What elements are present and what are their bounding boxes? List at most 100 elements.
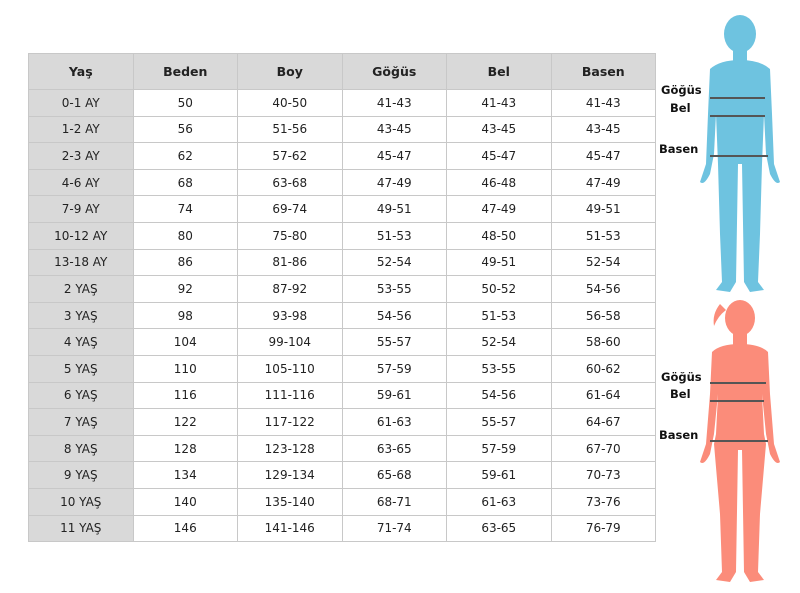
- table-cell: 52-54: [550, 248, 656, 277]
- table-row: 10-12 AY 80 75-80 51-53 48-50 51-53: [28, 221, 656, 250]
- table-cell: 63-68: [237, 168, 343, 197]
- table-cell: 122: [132, 408, 238, 436]
- table-cell: 43-45: [446, 115, 552, 144]
- table-cell: 81-86: [237, 248, 343, 277]
- table-cell: 49-51: [550, 195, 656, 223]
- table-row: 0-1 AY 50 40-50 41-43 41-43 41-43: [28, 89, 656, 117]
- table-cell: 41-43: [550, 89, 656, 117]
- table-cell: 76-79: [550, 514, 656, 543]
- age-cell: 4-6 AY: [28, 168, 134, 197]
- age-cell: 3 YAŞ: [28, 301, 134, 330]
- boy-body-figure: [700, 15, 780, 292]
- table-row: 4 YAŞ 104 99-104 55-57 52-54 58-60: [28, 328, 656, 356]
- column-header: Basen: [550, 53, 656, 90]
- table-cell: 60-62: [550, 354, 656, 383]
- table-cell: 57-59: [446, 434, 552, 463]
- table-cell: 52-54: [341, 248, 447, 277]
- table-row: 9 YAŞ 134 129-134 65-68 59-61 70-73: [28, 461, 656, 489]
- table-row: 13-18 AY 86 81-86 52-54 49-51 52-54: [28, 248, 656, 277]
- age-cell: 10 YAŞ: [28, 487, 134, 516]
- table-cell: 54-56: [446, 381, 552, 410]
- column-header: Bel: [446, 53, 552, 90]
- table-cell: 43-45: [550, 115, 656, 144]
- table-cell: 98: [132, 301, 238, 330]
- table-header-row: Yaş Beden Boy Göğüs Bel Basen: [28, 53, 656, 90]
- table-cell: 47-49: [446, 195, 552, 223]
- table-cell: 63-65: [446, 514, 552, 543]
- table-row: 2-3 AY 62 57-62 45-47 45-47 45-47: [28, 142, 656, 170]
- table-cell: 59-61: [446, 461, 552, 489]
- table-cell: 40-50: [237, 89, 343, 117]
- table-cell: 67-70: [550, 434, 656, 463]
- table-cell: 123-128: [237, 434, 343, 463]
- table-row: 7 YAŞ 122 117-122 61-63 55-57 64-67: [28, 408, 656, 436]
- table-cell: 50-52: [446, 275, 552, 303]
- table-row: 4-6 AY 68 63-68 47-49 46-48 47-49: [28, 168, 656, 197]
- table-cell: 54-56: [550, 275, 656, 303]
- table-cell: 55-57: [446, 408, 552, 436]
- table-cell: 71-74: [341, 514, 447, 543]
- age-cell: 6 YAŞ: [28, 381, 134, 410]
- table-cell: 55-57: [341, 328, 447, 356]
- table-cell: 41-43: [446, 89, 552, 117]
- table-row: 10 YAŞ 140 135-140 68-71 61-63 73-76: [28, 487, 656, 516]
- table-cell: 49-51: [341, 195, 447, 223]
- table-row: 1-2 AY 56 51-56 43-45 43-45 43-45: [28, 115, 656, 144]
- age-cell: 10-12 AY: [28, 221, 134, 250]
- table-cell: 54-56: [341, 301, 447, 330]
- boy-hip-label: Basen: [659, 142, 699, 156]
- table-cell: 56-58: [550, 301, 656, 330]
- table-cell: 87-92: [237, 275, 343, 303]
- table-row: 8 YAŞ 128 123-128 63-65 57-59 67-70: [28, 434, 656, 463]
- age-cell: 7 YAŞ: [28, 408, 134, 436]
- table-cell: 61-63: [446, 487, 552, 516]
- boy-waist-label: Bel: [670, 101, 691, 115]
- girl-body-figure: [700, 300, 780, 582]
- table-row: 3 YAŞ 98 93-98 54-56 51-53 56-58: [28, 301, 656, 330]
- table-cell: 141-146: [237, 514, 343, 543]
- table-cell: 49-51: [446, 248, 552, 277]
- table-cell: 146: [132, 514, 238, 543]
- table-row: 7-9 AY 74 69-74 49-51 47-49 49-51: [28, 195, 656, 223]
- table-cell: 63-65: [341, 434, 447, 463]
- table-cell: 68-71: [341, 487, 447, 516]
- table-cell: 58-60: [550, 328, 656, 356]
- age-cell: 1-2 AY: [28, 115, 134, 144]
- table-row: 5 YAŞ 110 105-110 57-59 53-55 60-62: [28, 354, 656, 383]
- table-cell: 64-67: [550, 408, 656, 436]
- table-cell: 128: [132, 434, 238, 463]
- table-cell: 61-64: [550, 381, 656, 410]
- table-row: 11 YAŞ 146 141-146 71-74 63-65 76-79: [28, 514, 656, 543]
- table-cell: 53-55: [341, 275, 447, 303]
- age-cell: 11 YAŞ: [28, 514, 134, 543]
- table-cell: 50: [132, 89, 238, 117]
- table-cell: 45-47: [341, 142, 447, 170]
- column-header: Göğüs: [341, 53, 447, 90]
- table-cell: 134: [132, 461, 238, 489]
- age-cell: 2-3 AY: [28, 142, 134, 170]
- table-cell: 70-73: [550, 461, 656, 489]
- table-cell: 111-116: [237, 381, 343, 410]
- age-cell: 7-9 AY: [28, 195, 134, 223]
- table-cell: 68: [132, 168, 238, 197]
- table-cell: 51-53: [550, 221, 656, 250]
- table-cell: 45-47: [446, 142, 552, 170]
- table-cell: 92: [132, 275, 238, 303]
- table-cell: 57-59: [341, 354, 447, 383]
- table-cell: 116: [132, 381, 238, 410]
- age-cell: 0-1 AY: [28, 89, 134, 117]
- table-cell: 59-61: [341, 381, 447, 410]
- boy-chest-label: Göğüs: [661, 83, 702, 97]
- table-cell: 43-45: [341, 115, 447, 144]
- table-cell: 104: [132, 328, 238, 356]
- column-header: Boy: [237, 53, 343, 90]
- table-cell: 65-68: [341, 461, 447, 489]
- table-cell: 75-80: [237, 221, 343, 250]
- table-cell: 56: [132, 115, 238, 144]
- girl-waist-label: Bel: [670, 387, 691, 401]
- table-cell: 53-55: [446, 354, 552, 383]
- table-row: 6 YAŞ 116 111-116 59-61 54-56 61-64: [28, 381, 656, 410]
- table-cell: 48-50: [446, 221, 552, 250]
- table-cell: 80: [132, 221, 238, 250]
- table-cell: 41-43: [341, 89, 447, 117]
